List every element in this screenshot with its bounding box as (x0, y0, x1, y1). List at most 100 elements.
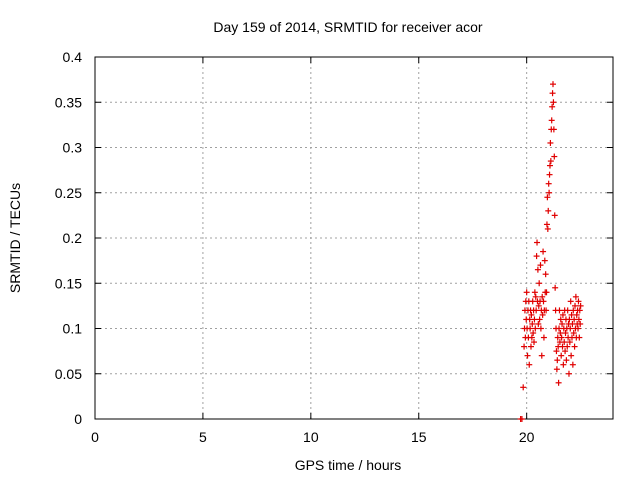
data-point (553, 366, 560, 373)
data-point (548, 117, 555, 124)
data-point (561, 339, 568, 346)
data-point (544, 194, 551, 201)
data-point (534, 266, 541, 273)
data-point (540, 248, 547, 255)
y-tick-label: 0 (74, 411, 82, 427)
data-point (531, 289, 538, 296)
data-point (524, 352, 531, 359)
y-tick-label: 0.4 (63, 49, 83, 65)
data-point (547, 139, 554, 146)
data-point (570, 330, 577, 337)
data-point (562, 330, 569, 337)
data-point (538, 352, 545, 359)
x-tick-label: 5 (199, 429, 207, 445)
data-point (535, 302, 542, 309)
data-point (576, 307, 583, 314)
y-axis-label: SRMTID / TECUs (7, 183, 23, 293)
data-point (534, 239, 541, 246)
data-point (563, 357, 570, 364)
x-tick-label: 0 (91, 429, 99, 445)
data-point (528, 334, 535, 341)
data-point (542, 271, 549, 278)
data-point (546, 162, 553, 169)
data-point (551, 153, 558, 160)
data-point (575, 316, 582, 323)
data-point (566, 339, 573, 346)
data-point (531, 316, 538, 323)
data-point (562, 348, 569, 355)
x-axis: 0 5 10 15 20 (91, 57, 535, 445)
data-point (559, 320, 566, 327)
data-point (554, 357, 561, 364)
data-point (559, 311, 566, 318)
data-point (577, 320, 584, 327)
data-point (539, 293, 546, 300)
data-point (576, 334, 583, 341)
data-point (531, 339, 538, 346)
y-tick-label: 0.1 (63, 321, 83, 337)
y-tick-label: 0.35 (55, 94, 82, 110)
data-point (577, 302, 584, 309)
y-tick-label: 0.2 (63, 230, 83, 246)
data-point (518, 416, 525, 422)
y-axis: 0 0.05 0.1 0.15 0.2 0.25 0.3 0.35 0.4 (55, 49, 613, 427)
data-point (545, 207, 552, 214)
grid (95, 57, 613, 419)
data-point (553, 348, 560, 355)
data-point (549, 103, 556, 110)
data-point (575, 325, 582, 332)
x-tick-label: 15 (411, 429, 427, 445)
y-tick-label: 0.3 (63, 140, 83, 156)
data-point (545, 180, 552, 187)
data-point (543, 221, 550, 228)
data-point (547, 158, 554, 165)
data-point (557, 330, 564, 337)
data-point (564, 307, 571, 314)
data-point (575, 298, 582, 305)
data-point (560, 361, 567, 368)
data-point (551, 212, 558, 219)
data-point (537, 262, 544, 269)
data-point (571, 343, 578, 350)
data-point (540, 298, 547, 305)
data-point (527, 325, 534, 332)
x-tick-label: 10 (303, 429, 319, 445)
data-point (558, 352, 565, 359)
data-point (520, 384, 527, 391)
data-point (543, 289, 550, 296)
data-point (572, 293, 579, 300)
data-point (546, 189, 553, 196)
data-point (546, 171, 553, 178)
data-point (529, 320, 536, 327)
data-point (543, 307, 550, 314)
data-point (540, 334, 547, 341)
y-tick-label: 0.25 (55, 185, 82, 201)
data-point (541, 257, 548, 264)
data-point (533, 253, 540, 260)
data-point (530, 330, 537, 337)
data-point (557, 316, 564, 323)
data-point (533, 307, 540, 314)
data-point (549, 81, 556, 88)
data-point (537, 325, 544, 332)
data-point (556, 307, 563, 314)
data-point (550, 126, 557, 133)
data-point (521, 343, 528, 350)
data-point (549, 90, 556, 97)
data-point (572, 302, 579, 309)
x-axis-label: GPS time / hours (295, 457, 402, 473)
data-point (536, 280, 543, 287)
data-point (564, 343, 571, 350)
data-point (552, 284, 559, 291)
data-point (569, 361, 576, 368)
y-tick-label: 0.05 (55, 366, 82, 382)
data-point (539, 311, 546, 318)
data-point (567, 325, 574, 332)
data-point (555, 379, 562, 386)
data-point (567, 298, 574, 305)
data-points (517, 81, 584, 422)
data-point (523, 289, 530, 296)
data-point (565, 370, 572, 377)
data-point (535, 320, 542, 327)
